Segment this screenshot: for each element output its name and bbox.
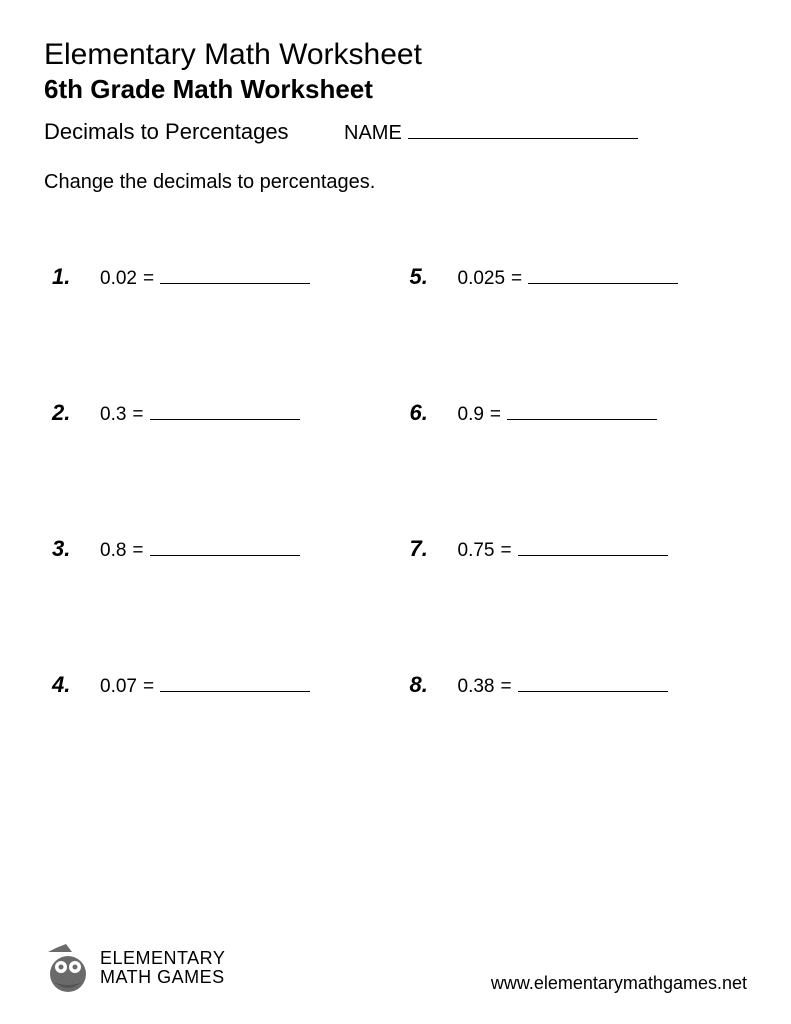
problem-number: 4. [52,672,100,698]
answer-line[interactable] [518,676,668,692]
title-sub: 6th Grade Math Worksheet [44,74,747,105]
problem-number: 8. [410,672,458,698]
footer: ELEMENTARY MATH GAMES www.elementarymath… [44,942,747,994]
equals-sign: = [490,404,501,426]
problem-value: 0.8 [100,540,126,562]
answer-line[interactable] [528,268,678,284]
problem-value: 0.9 [458,404,484,426]
problem-item: 4. 0.07 = [52,672,390,698]
answer-line[interactable] [150,404,300,420]
owl-icon [44,942,92,994]
equals-sign: = [132,540,143,562]
problem-number: 5. [410,264,458,290]
equals-sign: = [500,676,511,698]
problem-number: 3. [52,536,100,562]
problem-value: 0.025 [458,268,506,290]
name-label: NAME [344,122,402,145]
problem-number: 6. [410,400,458,426]
logo: ELEMENTARY MATH GAMES [44,942,225,994]
problem-item: 7. 0.75 = [410,536,748,562]
problem-value: 0.75 [458,540,495,562]
answer-line[interactable] [507,404,657,420]
name-input-line[interactable] [408,121,638,139]
logo-line2: MATH GAMES [100,968,225,987]
answer-line[interactable] [160,268,310,284]
equals-sign: = [143,268,154,290]
problem-item: 1. 0.02 = [52,264,390,290]
logo-line1: ELEMENTARY [100,949,225,968]
problem-value: 0.3 [100,404,126,426]
topic-label: Decimals to Percentages [44,119,344,145]
problem-number: 7. [410,536,458,562]
problem-number: 2. [52,400,100,426]
equals-sign: = [500,540,511,562]
problem-value: 0.07 [100,676,137,698]
problem-item: 6. 0.9 = [410,400,748,426]
problem-item: 3. 0.8 = [52,536,390,562]
problem-value: 0.02 [100,268,137,290]
problem-value: 0.38 [458,676,495,698]
logo-text: ELEMENTARY MATH GAMES [100,949,225,987]
equals-sign: = [511,268,522,290]
footer-url: www.elementarymathgames.net [491,973,747,994]
equals-sign: = [143,676,154,698]
problems-grid: 1. 0.02 = 5. 0.025 = 2. 0.3 = 6. 0.9 = 3… [44,264,747,698]
title-main: Elementary Math Worksheet [44,38,747,72]
answer-line[interactable] [160,676,310,692]
instruction-text: Change the decimals to percentages. [44,171,747,194]
problem-item: 2. 0.3 = [52,400,390,426]
problem-item: 8. 0.38 = [410,672,748,698]
equals-sign: = [132,404,143,426]
problem-number: 1. [52,264,100,290]
answer-line[interactable] [518,540,668,556]
header-row: Decimals to Percentages NAME [44,119,747,145]
answer-line[interactable] [150,540,300,556]
problem-item: 5. 0.025 = [410,264,748,290]
